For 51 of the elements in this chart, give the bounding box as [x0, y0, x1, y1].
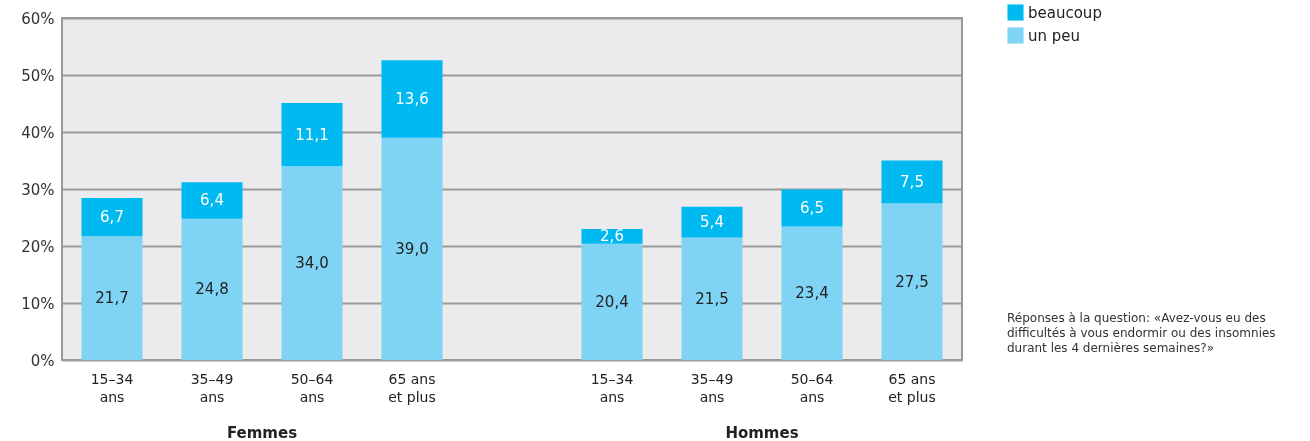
data-label: 23,4: [795, 284, 829, 303]
y-tick-label: 20%: [21, 237, 55, 256]
data-label: 34,0: [295, 254, 329, 273]
bar: [681, 206, 743, 238]
x-tick-label: 50–64 ans: [290, 370, 334, 405]
bar: [681, 237, 743, 360]
text: Hommes: [725, 424, 799, 441]
bar: [81, 236, 143, 360]
data-label: 39,0: [395, 239, 429, 258]
bar: [881, 160, 943, 204]
x-tick-label: 15–34 ans: [590, 370, 634, 405]
data-label: 21,7: [95, 289, 129, 308]
bar: [281, 166, 343, 360]
bar: [281, 102, 343, 167]
bar: [781, 226, 843, 360]
data-label: 11,1: [295, 125, 329, 144]
x-tick-label: 35–49 ans: [690, 370, 734, 405]
bar: [881, 203, 943, 360]
data-label: 21,5: [695, 289, 729, 308]
text: Femmes: [226, 424, 298, 441]
x-tick-label: 65 ans et plus: [888, 370, 936, 405]
y-tick-label: 60%: [21, 9, 55, 28]
x-tick-label: 50–64 ans: [790, 370, 834, 405]
y-tick-label: 0%: [30, 351, 55, 370]
data-label: 6,4: [200, 191, 224, 210]
data-label: 2,6: [600, 227, 624, 246]
y-tick-label: 50%: [21, 66, 55, 85]
y-tick-label: 30%: [21, 180, 55, 199]
text: Réponses à la question: «Avez-vous eu des difficultés à vous endormir ou des insomnies durant les 4 dernières semaines?»: [1007, 311, 1277, 356]
data-label: 7,5: [900, 172, 924, 191]
data-label: 27,5: [895, 272, 929, 291]
x-tick-label: 65 ans et plus: [388, 370, 436, 405]
x-tick-label: 15–34 ans: [90, 370, 134, 405]
data-label: 5,4: [700, 213, 724, 232]
bar: [581, 243, 643, 360]
bar: [381, 60, 443, 138]
legend-label: un peu: [1028, 26, 1081, 45]
bar: [81, 198, 143, 237]
data-label: 6,5: [800, 199, 824, 218]
y-tick-label: 10%: [21, 294, 55, 313]
legend-label: beaucoup: [1028, 3, 1102, 22]
data-label: 24,8: [195, 280, 229, 299]
bar: [181, 218, 243, 360]
bar: [181, 182, 243, 219]
data-label: 6,7: [100, 208, 124, 227]
data-label: 13,6: [395, 89, 429, 108]
x-tick-label: 35–49 ans: [190, 370, 234, 405]
y-tick-label: 40%: [21, 123, 55, 142]
data-label: 20,4: [595, 292, 629, 311]
bar: [781, 189, 843, 227]
bar: [381, 137, 443, 360]
